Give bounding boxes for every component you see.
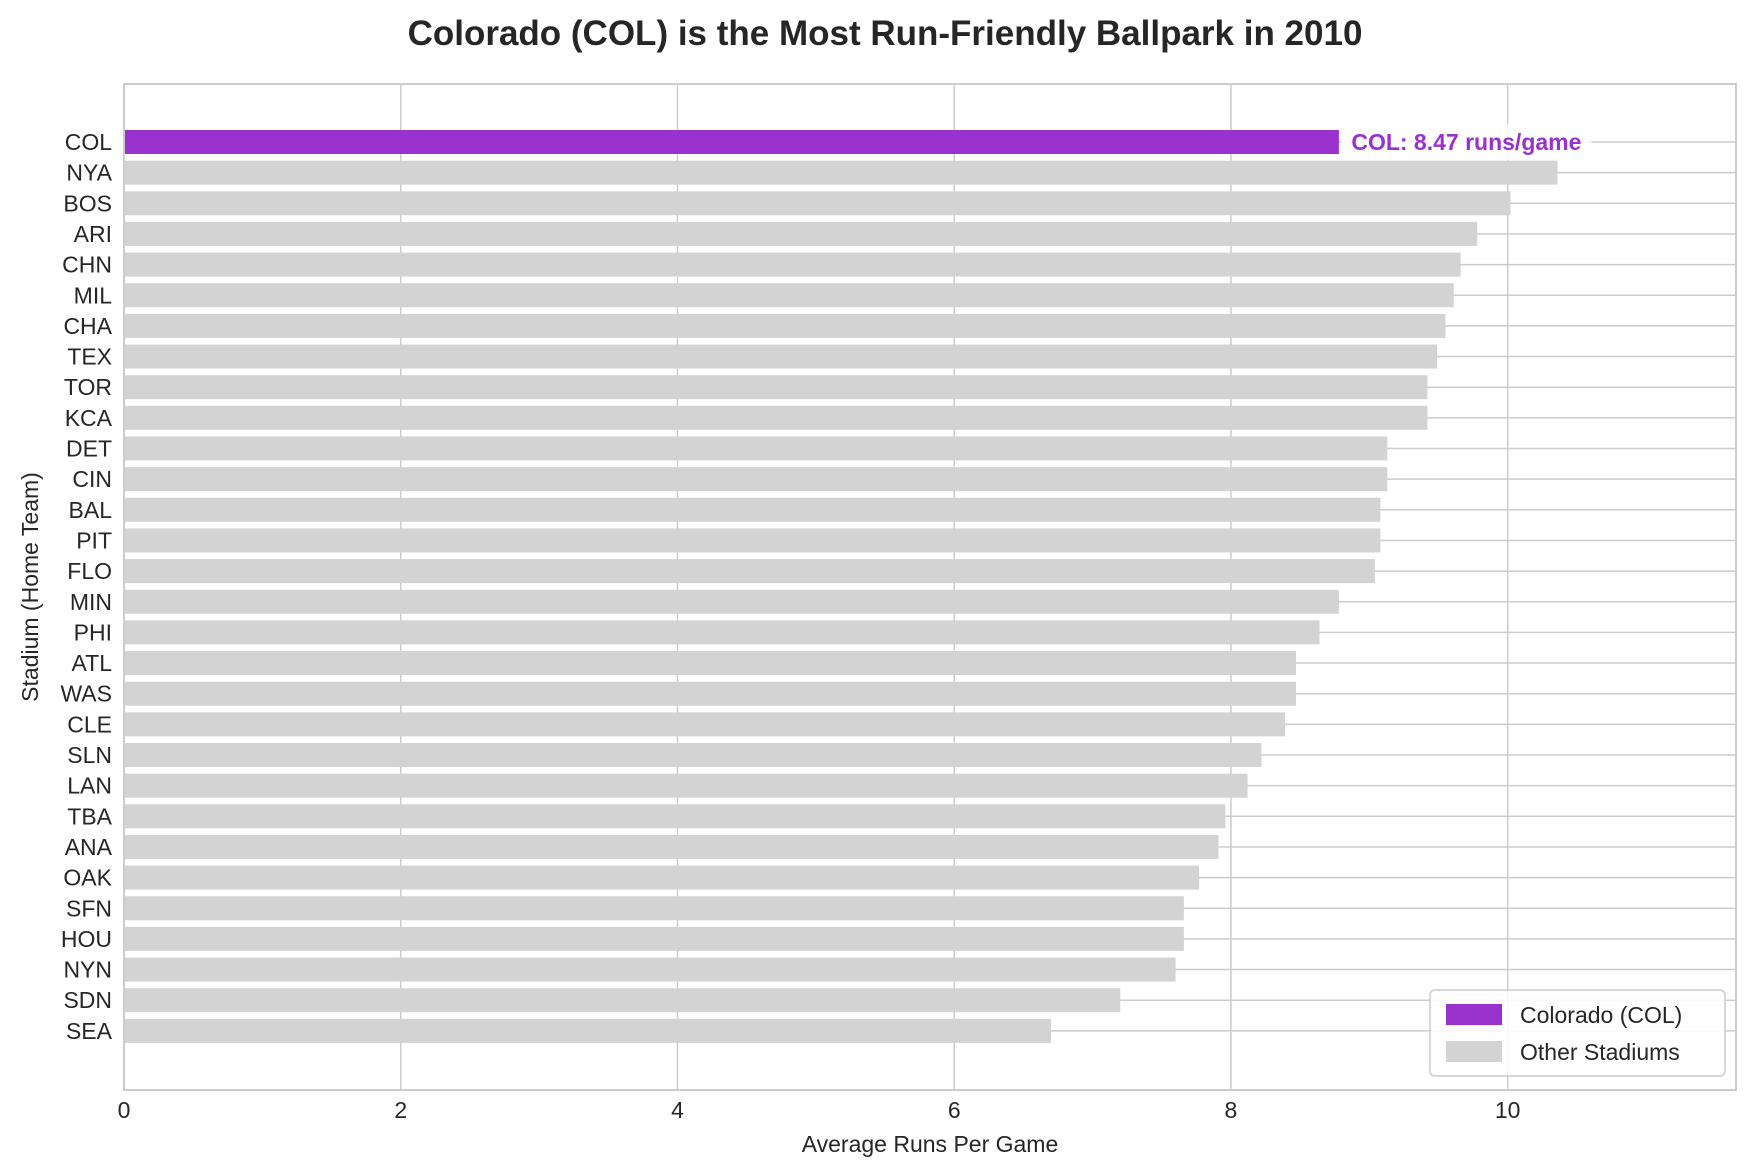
y-tick-label: ATL (72, 650, 113, 676)
y-tick-label: NYN (63, 957, 112, 983)
bar-tba (124, 804, 1226, 829)
y-tick-label: CHN (62, 252, 112, 278)
y-tick-label: CLE (67, 711, 112, 737)
bar-bos (124, 191, 1511, 216)
annotation-background (1341, 124, 1592, 160)
bar-mil (124, 283, 1454, 308)
y-axis-label: Stadium (Home Team) (17, 472, 43, 702)
y-tick-label: TEX (67, 344, 112, 370)
bar-phi (124, 620, 1320, 645)
bar-ari (124, 221, 1478, 246)
y-tick-label: SFN (66, 895, 112, 921)
y-axis-ticks: COL NYA BOS ARI CHN MIL CHA TEX TOR KCA DET CIN BAL P… (60, 129, 112, 1044)
y-tick-label: ANA (65, 834, 113, 860)
y-tick-label: TOR (64, 374, 112, 400)
x-axis-ticks: 0 2 4 6 8 10 (118, 1097, 1521, 1123)
bar-was (124, 681, 1296, 706)
y-tick-label: NYA (66, 160, 112, 186)
y-tick-label: COL (65, 129, 113, 155)
bar-pit (124, 528, 1381, 553)
y-tick-label: SEA (66, 1018, 113, 1044)
y-tick-label: OAK (63, 865, 112, 891)
bar-cha (124, 313, 1446, 338)
bar-atl (124, 651, 1296, 676)
y-tick-label: SLN (67, 742, 112, 768)
bar-sln (124, 743, 1262, 767)
y-tick-label: FLO (67, 558, 112, 584)
legend: Colorado (COL) Other Stadiums (1429, 989, 1726, 1077)
legend-box (1429, 989, 1726, 1077)
bar-lan (124, 773, 1248, 798)
bar-kca (124, 405, 1428, 430)
bar-nyn (124, 957, 1176, 982)
bar-chn (124, 252, 1461, 277)
bar-tex (124, 344, 1438, 369)
bar-col-highlight (124, 130, 1339, 154)
y-tick-label: BAL (69, 497, 113, 523)
x-tick-label: 6 (948, 1097, 961, 1123)
chart-title: Colorado (COL) is the Most Run-Friendly … (408, 14, 1363, 53)
y-tick-label: PIT (76, 527, 112, 553)
bars (124, 130, 1558, 1043)
y-tick-label: WAS (60, 681, 112, 707)
y-tick-label: MIL (74, 282, 113, 308)
legend-label-colorado: Colorado (COL) (1520, 1002, 1682, 1028)
plot-frame (123, 83, 1737, 1091)
bar-oak (124, 865, 1200, 890)
x-tick-label: 4 (671, 1097, 684, 1123)
y-tick-label: KCA (65, 405, 113, 431)
y-tick-label: DET (66, 436, 112, 462)
bar-sfn (124, 896, 1184, 921)
bar-cle (124, 712, 1285, 737)
y-tick-label: ARI (74, 221, 112, 247)
bar-sea (124, 1018, 1052, 1043)
y-tick-label: MIN (70, 589, 112, 615)
y-tick-label: BOS (63, 190, 112, 216)
bar-bal (124, 497, 1381, 522)
y-tick-label: CIN (72, 466, 112, 492)
x-tick-label: 8 (1225, 1097, 1238, 1123)
y-tick-label: SDN (63, 987, 112, 1013)
y-tick-label: PHI (74, 619, 112, 645)
bar-min (124, 589, 1339, 614)
y-tick-label: CHA (63, 313, 112, 339)
bar-sdn (124, 988, 1121, 1013)
annotation-col: COL: 8.47 runs/game (1351, 129, 1581, 155)
y-tick-label: HOU (61, 926, 112, 952)
bar-flo (124, 559, 1375, 584)
y-tick-label: TBA (67, 803, 112, 829)
x-tick-label: 0 (118, 1097, 131, 1123)
x-axis-label: Average Runs Per Game (802, 1131, 1059, 1157)
bar-ana (124, 834, 1219, 859)
y-tick-label: LAN (67, 773, 112, 799)
bar-cin (124, 467, 1388, 492)
annotations: COL: 8.47 runs/game (1341, 124, 1592, 160)
bar-hou (124, 926, 1184, 951)
bar-det (124, 436, 1388, 461)
bar-tor (124, 375, 1428, 400)
x-tick-label: 2 (394, 1097, 407, 1123)
legend-label-other: Other Stadiums (1520, 1039, 1680, 1065)
bar-nya (124, 160, 1558, 185)
x-tick-label: 10 (1495, 1097, 1521, 1123)
legend-swatch-other (1446, 1041, 1502, 1062)
legend-swatch-colorado (1446, 1004, 1502, 1025)
